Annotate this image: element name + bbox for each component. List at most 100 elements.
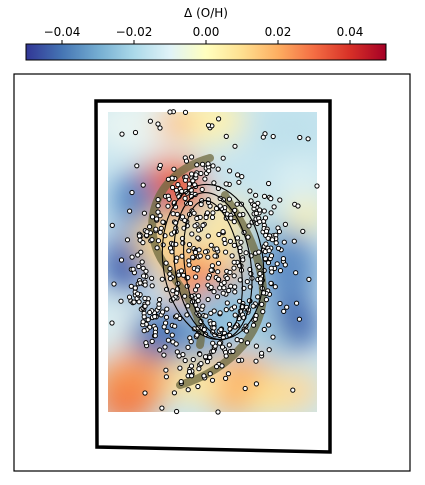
scatter-point <box>147 309 153 316</box>
scatter-point <box>157 125 163 131</box>
scatter-point <box>253 358 259 364</box>
scatter-point <box>189 231 195 237</box>
scatter-point <box>206 168 212 174</box>
scatter-point <box>192 223 198 229</box>
scatter-point <box>268 196 274 202</box>
scatter-point <box>208 242 214 248</box>
scatter-point <box>178 268 184 274</box>
scatter-point <box>189 171 195 177</box>
scatter-point <box>155 121 161 127</box>
scatter-point <box>155 197 161 203</box>
scatter-point <box>243 250 249 256</box>
scatter-point <box>172 323 178 329</box>
scatter-point <box>243 328 249 334</box>
scatter-point <box>183 158 190 164</box>
scatter-point <box>149 214 156 220</box>
scatter-point <box>174 211 180 217</box>
scatter-point <box>265 260 272 266</box>
scatter-point <box>214 294 221 300</box>
scatter-point <box>218 327 224 333</box>
scatter-point <box>217 340 223 346</box>
scatter-point <box>138 249 144 255</box>
scatter-point <box>132 285 138 291</box>
scatter-point <box>136 233 142 239</box>
scatter-point <box>160 219 166 225</box>
scatter-point <box>157 162 163 168</box>
scatter-point <box>149 275 155 281</box>
scatter-point <box>169 332 175 338</box>
scatter-point <box>282 221 288 227</box>
scatter-point <box>291 238 297 244</box>
scatter-point <box>228 283 234 289</box>
scatter-point <box>211 320 217 327</box>
scatter-point <box>215 276 222 282</box>
scatter-point <box>239 174 245 180</box>
scatter-point <box>182 109 189 116</box>
ellipse-outer <box>161 183 265 341</box>
scatter-point <box>260 134 266 140</box>
scatter-point <box>161 352 167 358</box>
scatter-point <box>136 263 142 270</box>
scatter-point <box>223 353 229 359</box>
scatter-point <box>194 267 200 273</box>
scatter-point <box>234 201 240 207</box>
scatter-point <box>131 299 137 305</box>
scatter-point <box>171 390 177 396</box>
scatter-point <box>231 265 237 271</box>
scatter-point <box>194 332 200 338</box>
scatter-point <box>259 301 265 307</box>
scatter-point <box>152 314 158 320</box>
scatter-point <box>258 276 264 282</box>
scatter-point <box>192 249 199 256</box>
scatter-point <box>200 222 206 228</box>
scatter-point <box>143 340 149 346</box>
scatter-point <box>224 300 230 306</box>
scatter-point <box>202 354 209 360</box>
scatter-point <box>188 363 195 369</box>
scatter-point <box>217 310 223 316</box>
scatter-point <box>182 177 188 183</box>
colorbar: Δ (O/H) −0.04 −0.02 0.00 0.02 0.04 <box>25 6 387 61</box>
heatmap-blob <box>280 370 317 410</box>
scatter-point <box>142 390 148 396</box>
scatter-point <box>205 161 211 167</box>
scatter-point <box>149 237 155 243</box>
scatter-point <box>145 300 151 306</box>
scatter-point <box>226 321 233 327</box>
scatter-point <box>176 272 182 278</box>
scatter-point <box>135 252 141 258</box>
scatter-point <box>202 249 209 255</box>
scatter-point <box>273 240 279 246</box>
scatter-point <box>231 304 238 310</box>
scatter-point <box>173 341 179 347</box>
scatter-point <box>202 176 208 182</box>
scatter-point <box>234 337 240 343</box>
scatter-point <box>195 298 201 304</box>
scatter-point <box>266 248 272 254</box>
scatter-point <box>147 224 153 230</box>
scatter-point <box>260 309 266 315</box>
scatter-point <box>220 290 226 296</box>
scatter-point <box>167 276 173 282</box>
scatter-point <box>272 284 278 290</box>
scatter-point <box>197 253 203 259</box>
scatter-point <box>165 176 171 182</box>
scatter-point <box>140 319 146 325</box>
scatter-point <box>179 188 185 194</box>
scatter-point <box>265 235 271 241</box>
scatter-point <box>277 268 284 274</box>
scatter-point <box>157 347 163 353</box>
scatter-point <box>208 284 214 290</box>
scatter-point <box>190 178 196 184</box>
scatter-point <box>251 202 257 208</box>
scatter-point <box>189 373 195 379</box>
scatter-point <box>126 294 133 300</box>
scatter-point <box>186 262 192 268</box>
scatter-point <box>290 387 296 393</box>
scatter-point <box>215 260 222 266</box>
scatter-point <box>170 288 176 294</box>
colorbar-tick-label: −0.04 <box>44 25 81 39</box>
scatter-point <box>134 163 140 169</box>
scatter-point <box>269 269 275 275</box>
scatter-point <box>199 186 205 193</box>
